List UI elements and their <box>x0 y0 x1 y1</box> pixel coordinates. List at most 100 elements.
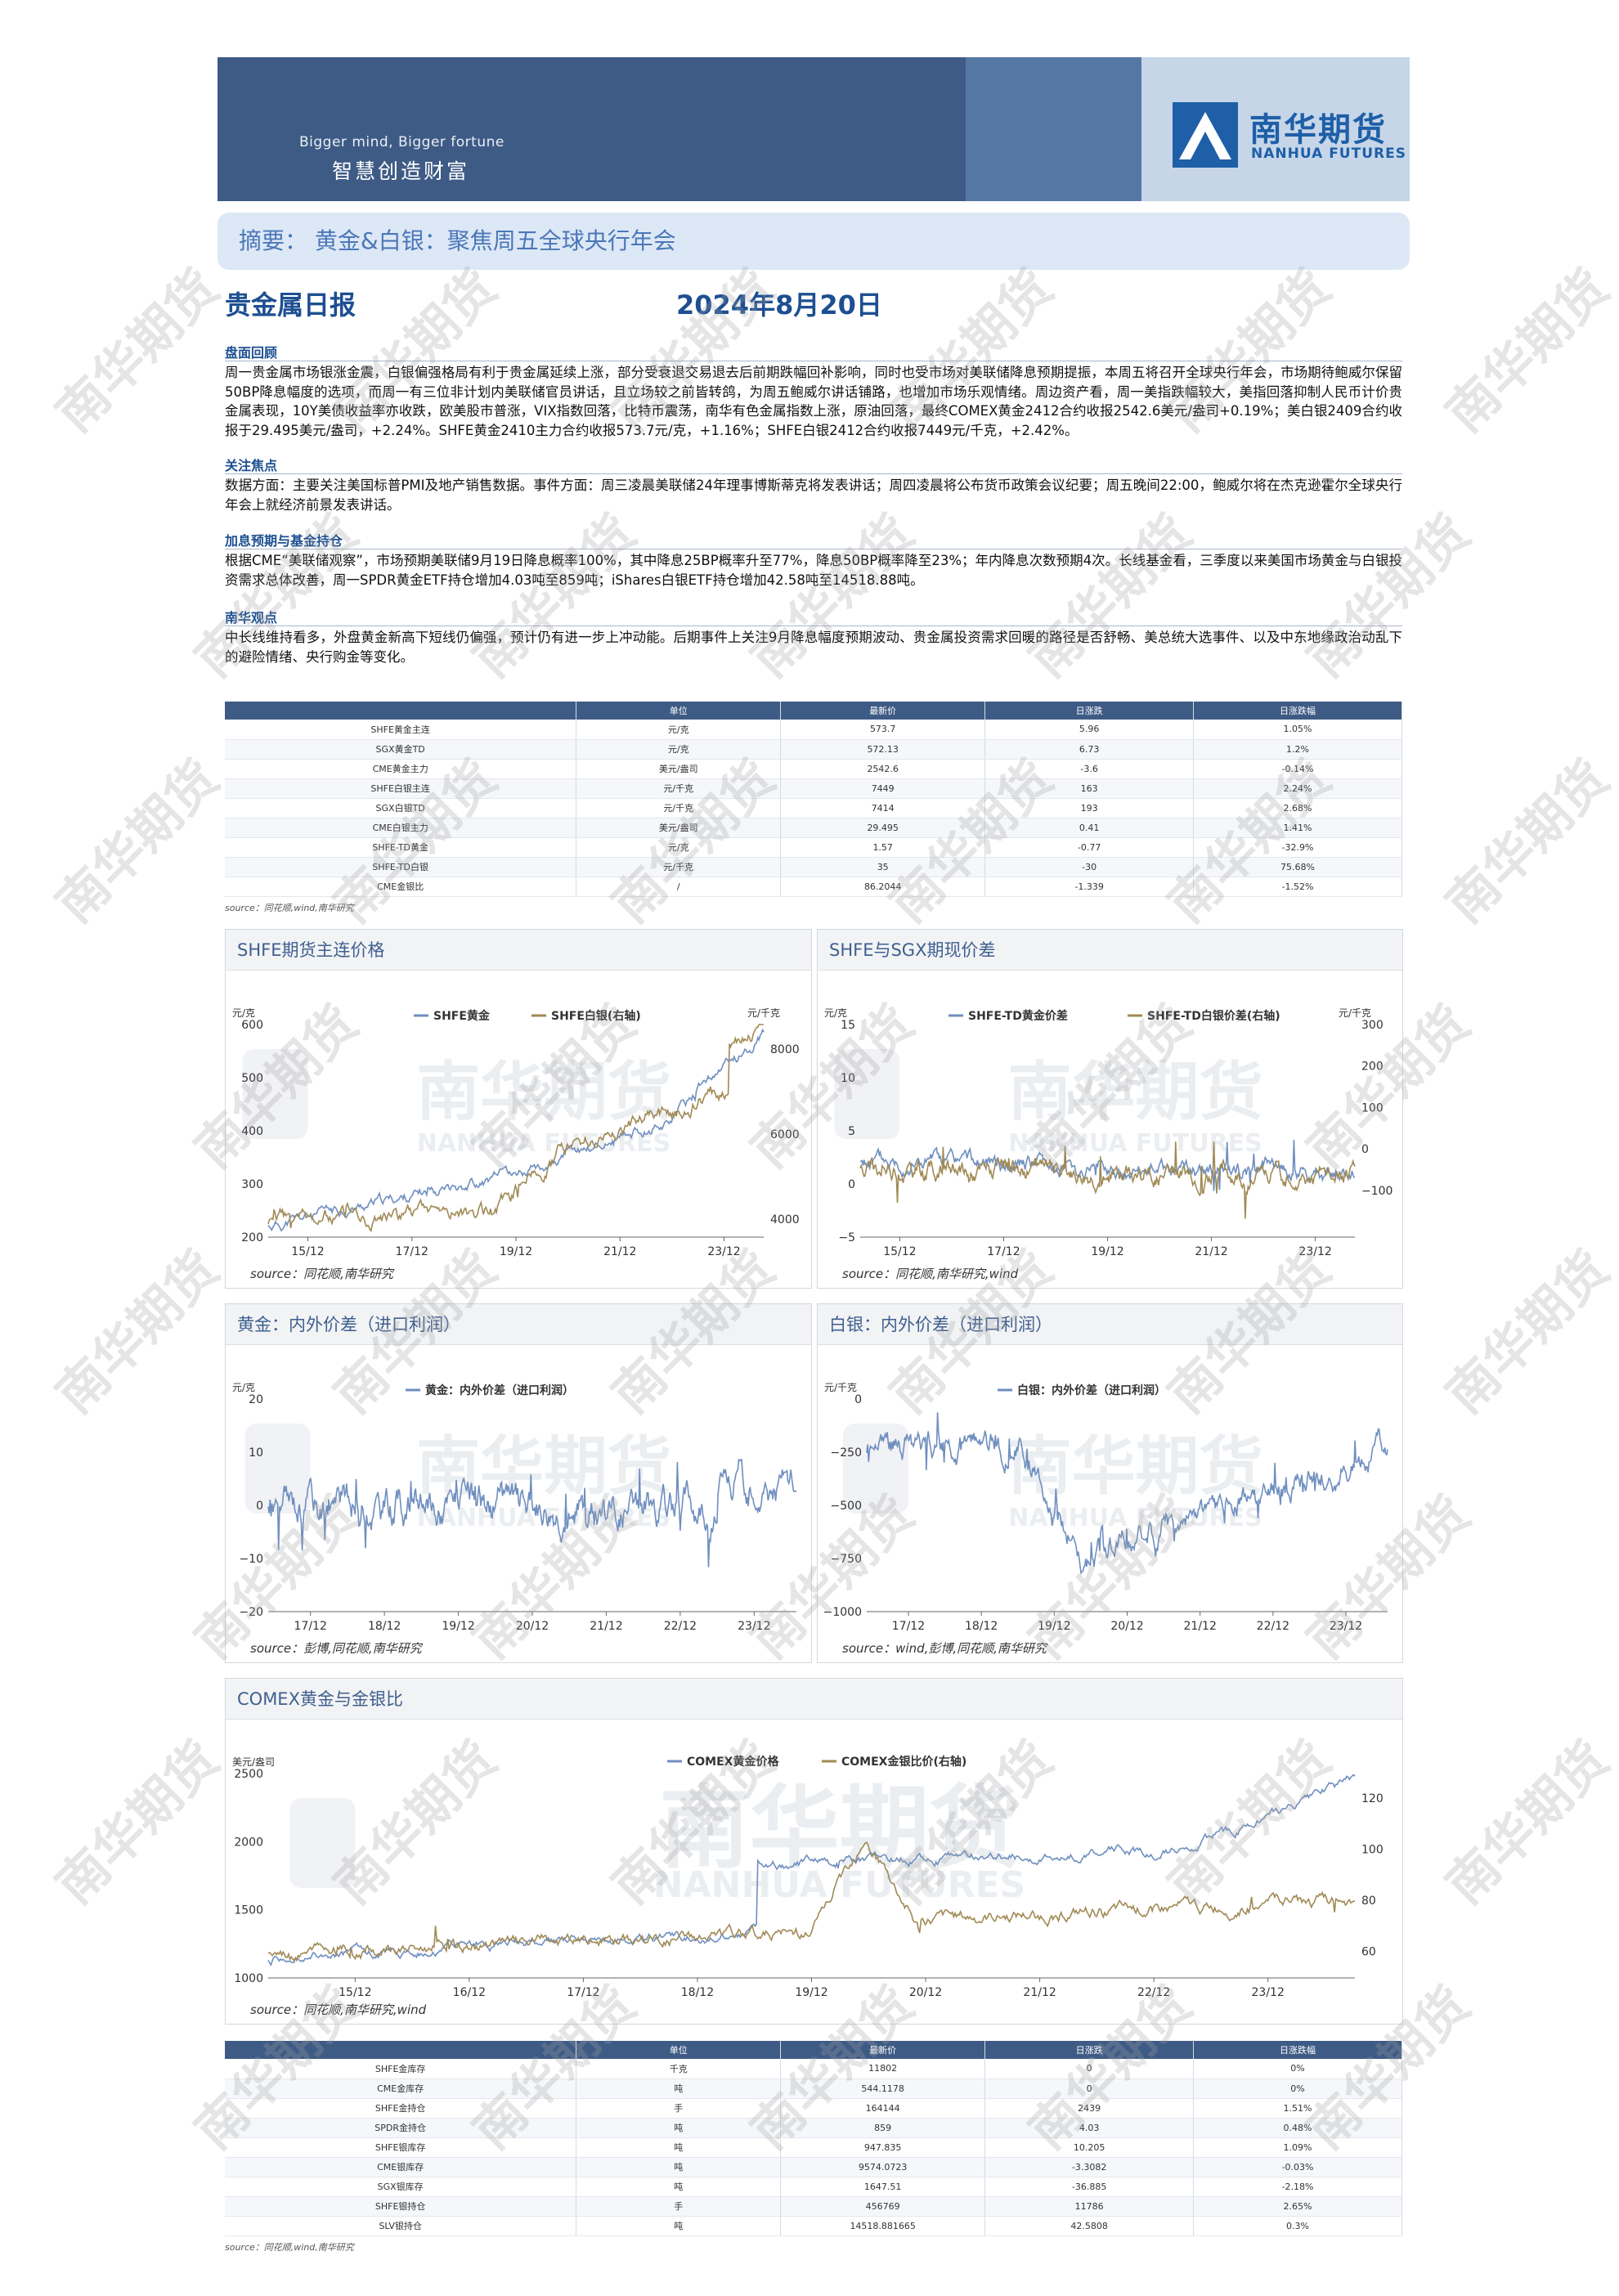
section-text: 数据方面：主要关注美国标普PMI及地产销售数据。事件方面：周三凌晨美联储24年理… <box>225 478 1402 513</box>
table-cell: 0 <box>984 2059 1195 2079</box>
table-cell: 7414 <box>780 798 986 818</box>
chart-panel-comex-gold-ratio: COMEX黄金与金银比 南华期货 NANHUA FUTURES 2500 2000 15… <box>225 1678 1403 2025</box>
table-cell: -30 <box>984 857 1195 877</box>
y-tick-label: −500 <box>831 1500 862 1513</box>
series-line-2 <box>859 1141 1356 1219</box>
series-line-2 <box>267 1024 764 1232</box>
table-cell: 2.24% <box>1193 778 1402 799</box>
x-tick-label: 15/12 <box>339 1986 371 1999</box>
table-cell: 千克 <box>576 2059 782 2079</box>
table-row: SHFE-TD白银 元/千克 35 -30 75.68% <box>225 857 1402 877</box>
table-row: SGX黄金TD 元/克 572.13 6.73 1.2% <box>225 739 1402 760</box>
table-cell: 10.205 <box>984 2137 1195 2158</box>
watermark-text: 南华期货 <box>1434 1239 1619 1425</box>
section-text: 中长线维持看多，外盘黄金新高下短线仍偏强，预计仍有进一步上冲动能。后期事件上关注… <box>225 630 1402 665</box>
section-heading: 盘面回顾 <box>225 342 1402 361</box>
table-row: SGX银库存吨 1647.51 -36.885 -2.18% <box>225 2177 1402 2197</box>
panel-watermark: 南华期货 <box>416 1430 671 1504</box>
table-cell: 元/克 <box>576 720 782 740</box>
x-tick-label: 23/12 <box>1298 1245 1331 1258</box>
table-row: SHFE金库存 千克 11802 0 0% <box>225 2059 1402 2079</box>
x-tick-label: 16/12 <box>453 1986 486 1999</box>
x-tick-label: 22/12 <box>1257 1620 1289 1633</box>
series-line-1 <box>267 1028 765 1232</box>
table-cell: 35 <box>780 857 986 877</box>
y-tick-label-right: 0 <box>1361 1143 1369 1156</box>
x-tick-label: 17/12 <box>396 1245 428 1258</box>
table-row: SHFE银库存吨 947.835 10.205 1.09% <box>225 2137 1402 2158</box>
legend-label: SHFE-TD白银价差(右轴) <box>1147 1009 1280 1023</box>
panel-watermark: 南华期货 <box>1007 1056 1262 1129</box>
table-row: SPDR金持仓吨 859 4.03 0.48% <box>225 2118 1402 2138</box>
table-row: SHFE白银主连 元/千克 7449 163 2.24% <box>225 778 1402 799</box>
table-cell: SLV银持仓 <box>225 2216 577 2236</box>
table-cell: 9574.0723 <box>780 2157 986 2177</box>
x-tick-label: 23/12 <box>738 1620 770 1633</box>
table-cell: 7449 <box>780 778 986 799</box>
table-cell: 0.3% <box>1193 2216 1402 2236</box>
nanhua-logo-icon <box>1173 102 1238 168</box>
x-tick-label: 21/12 <box>603 1245 636 1258</box>
chart-title: COMEX黄金与金银比 <box>226 1679 1402 1720</box>
table-cell: 0% <box>1193 2059 1402 2079</box>
y-tick-label: 300 <box>241 1178 263 1191</box>
watermark-text: 南华期货 <box>44 1239 231 1425</box>
table-cell: 1.09% <box>1193 2137 1402 2158</box>
table-cell: -36.885 <box>984 2177 1195 2197</box>
y-tick-label: −20 <box>239 1606 263 1619</box>
table-cell: 947.835 <box>780 2137 986 2158</box>
table-cell: 1.2% <box>1193 739 1402 760</box>
chart-panel-shfe-price: SHFE期货主连价格 南华期货 NANHUA FUTURES 600 500 400 30… <box>225 929 812 1289</box>
table-cell: CME白银主力 <box>225 818 577 838</box>
chart-source: source：同花顺,南华研究,wind <box>250 2002 427 2017</box>
table-cell: -1.339 <box>984 877 1195 897</box>
table-header: 最新价 <box>780 702 986 720</box>
series-line-1 <box>267 1458 797 1567</box>
slogan-chinese: 智慧创造财富 <box>332 159 470 183</box>
watermark-text: 南华期货 <box>44 1729 231 1916</box>
table-cell: 美元/盎司 <box>576 818 782 838</box>
y-tick-label: 15 <box>841 1019 855 1032</box>
table-row: CME银库存吨 9574.0723 -3.3082 -0.03% <box>225 2157 1402 2177</box>
report-title: 贵金属日报 <box>225 289 357 321</box>
y-tick-label: −1000 <box>823 1606 862 1619</box>
table-cell: -1.52% <box>1193 877 1402 897</box>
table-cell: 吨 <box>576 2216 782 2236</box>
table-cell: 1.41% <box>1193 818 1402 838</box>
table-cell: 吨 <box>576 2137 782 2158</box>
table-header <box>225 2041 577 2059</box>
chart-panel-silver-import-profit: 白银：内外价差（进口利润） 南华期货 NANHUA FUTURES 0 −250 −50… <box>817 1303 1403 1663</box>
table-header: 最新价 <box>780 2041 986 2059</box>
section-heading: 南华观点 <box>225 607 1402 626</box>
x-tick-label: 19/12 <box>442 1620 474 1633</box>
x-tick-label: 19/12 <box>500 1245 532 1258</box>
y-axis-label: 元/克 <box>232 1007 255 1019</box>
x-tick-label: 18/12 <box>681 1986 714 1999</box>
y-tick-label-right: 8000 <box>770 1043 800 1056</box>
y-tick-label-right: 60 <box>1361 1946 1376 1959</box>
table-row: SHFE银持仓手 456769 11786 2.65% <box>225 2196 1402 2217</box>
legend-label: COMEX黄金价格 <box>687 1755 779 1769</box>
x-tick-label: 17/12 <box>892 1620 925 1633</box>
panel-watermark-en: NANHUA FUTURES <box>1008 1129 1262 1158</box>
table-row: SHFE黄金主连 元/克 573.7 5.96 1.05% <box>225 720 1402 740</box>
table-cell: CME银库存 <box>225 2157 577 2177</box>
panel-watermark: 南华期货 <box>1007 1430 1262 1504</box>
table-cell: 1647.51 <box>780 2177 986 2197</box>
table-cell: 元/千克 <box>576 798 782 818</box>
table-cell: 572.13 <box>780 739 986 760</box>
table-header: 单位 <box>576 2041 782 2059</box>
y-tick-label: 1000 <box>234 1972 263 1985</box>
table-cell: SHFE银持仓 <box>225 2196 577 2217</box>
table-cell: 11786 <box>984 2196 1195 2217</box>
watermark-text: 南华期货 <box>1434 748 1619 935</box>
x-tick-label: 15/12 <box>883 1245 916 1258</box>
table-row: SHFE金持仓手 164144 2439 1.51% <box>225 2098 1402 2119</box>
y-axis-label-right: 元/千克 <box>747 1007 780 1019</box>
table-cell: SHFE银库存 <box>225 2137 577 2158</box>
table-cell: 193 <box>984 798 1195 818</box>
logo-name-cn: 南华期货 <box>1249 111 1387 149</box>
